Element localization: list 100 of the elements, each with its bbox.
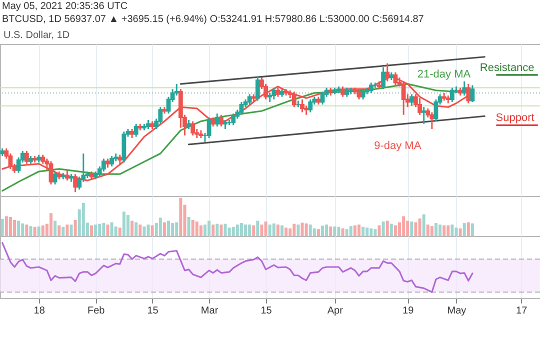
bar — [122, 212, 126, 236]
bar — [426, 224, 430, 236]
bar — [382, 222, 385, 236]
text: May 05, 2021 20:35:36 UTC — [2, 0, 129, 13]
candlestick — [214, 112, 220, 128]
candlestick — [106, 158, 110, 168]
bar — [208, 220, 211, 236]
bar — [110, 222, 114, 236]
bar — [195, 222, 198, 236]
bar — [260, 224, 264, 236]
bar — [232, 226, 235, 236]
candlestick — [223, 119, 228, 130]
candlestick — [430, 112, 434, 130]
candlestick — [52, 170, 58, 186]
candlestick — [470, 84, 475, 103]
bar — [470, 223, 474, 236]
bar — [337, 226, 340, 236]
bar — [244, 224, 248, 236]
candlestick — [247, 93, 252, 106]
bar — [54, 220, 57, 236]
bar — [300, 222, 304, 236]
candlestick — [381, 66, 386, 90]
bar — [374, 229, 377, 236]
x-tick-label: 15 — [147, 306, 159, 316]
bar — [114, 226, 118, 236]
bar — [458, 228, 462, 236]
bar — [0, 218, 4, 236]
bar — [434, 223, 438, 236]
bar — [430, 226, 434, 236]
x-tick-label: Feb — [87, 306, 106, 316]
candlestick — [134, 123, 138, 138]
candlestick — [210, 116, 216, 128]
x-tick-label: 19 — [402, 306, 414, 316]
bar — [252, 225, 256, 236]
bar — [333, 226, 336, 236]
x-tick-label: 17 — [516, 306, 528, 316]
bar — [446, 225, 450, 236]
bar — [422, 214, 426, 236]
bar — [329, 226, 332, 236]
bar — [62, 226, 65, 236]
candlestick — [158, 106, 163, 125]
candlestick — [24, 150, 29, 165]
candlestick — [276, 87, 280, 98]
bar — [171, 223, 174, 236]
bar — [175, 222, 178, 236]
bar — [272, 223, 276, 236]
candlestick — [101, 158, 106, 172]
bar — [66, 224, 69, 236]
bar — [353, 225, 356, 236]
candlestick — [146, 119, 150, 130]
bar — [410, 222, 414, 236]
bar — [236, 224, 239, 236]
bar — [70, 224, 73, 236]
text: 9-day MA — [374, 140, 422, 152]
candlestick — [8, 152, 13, 170]
candlestick — [462, 80, 467, 96]
bar — [102, 223, 106, 236]
bar — [187, 216, 190, 236]
bar — [280, 225, 284, 236]
bar — [167, 220, 170, 236]
bar — [17, 220, 20, 236]
bar — [402, 216, 406, 236]
bar — [179, 198, 182, 236]
bar — [357, 224, 360, 236]
candlestick — [206, 116, 212, 139]
bar — [284, 228, 288, 236]
bar — [292, 224, 296, 236]
bar — [276, 224, 280, 236]
bar — [264, 222, 268, 236]
bar — [414, 222, 418, 236]
bar — [37, 226, 40, 236]
bar — [220, 224, 223, 236]
x-tick-label: Apr — [327, 306, 344, 316]
bar — [288, 228, 292, 236]
candlestick — [186, 119, 191, 130]
bar — [370, 228, 373, 236]
bar — [203, 224, 206, 236]
bar — [418, 218, 422, 236]
bar — [466, 222, 470, 236]
bar — [321, 226, 324, 236]
bar — [312, 228, 316, 236]
candlestick — [231, 112, 236, 126]
candlestick — [292, 90, 296, 108]
bar — [349, 226, 352, 236]
bar — [386, 220, 389, 236]
x-tick-label: Mar — [200, 306, 219, 316]
candlestick — [360, 88, 366, 100]
bar — [8, 216, 12, 236]
bar — [158, 218, 162, 236]
bar — [438, 224, 442, 236]
bar — [29, 226, 32, 236]
bar — [49, 213, 52, 236]
bar — [126, 215, 130, 236]
bar — [442, 225, 446, 236]
bar — [224, 224, 227, 236]
bar — [25, 224, 28, 236]
candlestick — [368, 82, 374, 94]
candlestick — [110, 155, 114, 168]
bar — [228, 228, 231, 236]
candlestick — [118, 154, 122, 165]
